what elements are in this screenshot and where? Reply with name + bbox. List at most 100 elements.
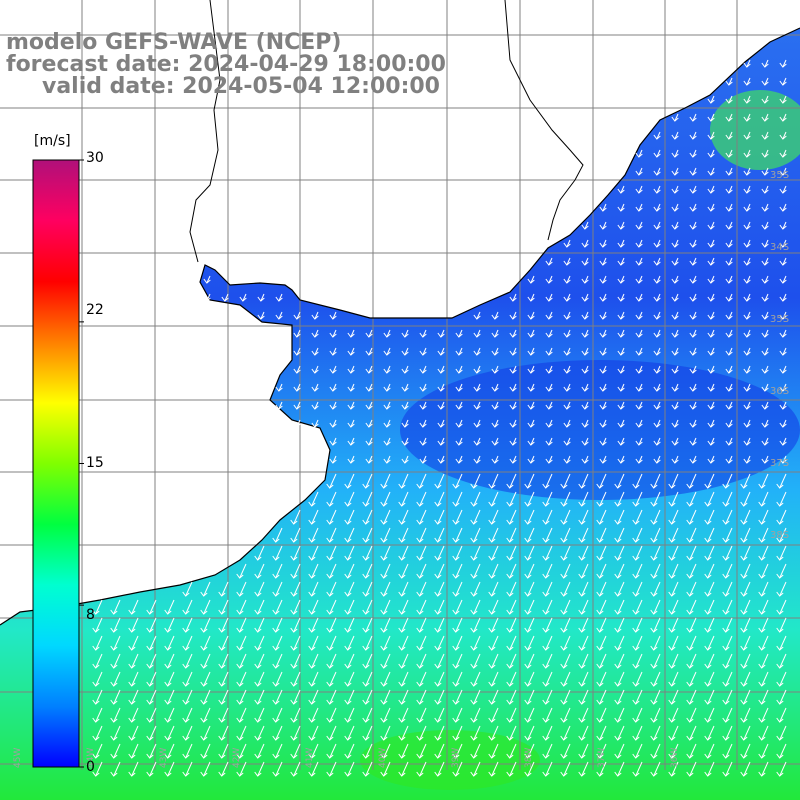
wind-arrow-head (689, 224, 697, 230)
wind-arrow-shaft (383, 761, 391, 777)
wind-arrow-head (509, 422, 517, 428)
wind-arrow-shaft (707, 761, 715, 777)
wind-arrow-head (164, 627, 172, 633)
wind-arrow-shaft (365, 617, 373, 633)
wind-arrow-head (542, 753, 550, 759)
wind-arrow-head (236, 627, 244, 633)
wind-arrow-shaft (674, 275, 679, 284)
wind-arrow-shaft (602, 329, 607, 338)
wind-arrow-shaft (221, 671, 229, 687)
wind-arrow-shaft (257, 671, 265, 687)
lat-label: 34S (770, 242, 789, 253)
wind-arrow-shaft (620, 275, 625, 284)
wind-arrow-head (452, 663, 460, 669)
wind-arrow-head (722, 645, 730, 651)
wind-arrow-head (329, 458, 337, 464)
wind-arrow-shaft (782, 419, 787, 428)
wind-arrow-shaft (332, 383, 337, 392)
wind-arrow-head (308, 501, 316, 507)
wind-arrow-shaft (746, 437, 751, 446)
wind-arrow-shaft (764, 149, 769, 158)
wind-arrow-head (653, 296, 661, 302)
wind-arrow-shaft (257, 545, 265, 561)
wind-arrow-head (290, 735, 298, 741)
wind-arrow-head (740, 753, 748, 759)
wind-arrow-head (326, 591, 334, 597)
wind-arrow-shaft (509, 635, 517, 651)
wind-arrow-shaft (311, 725, 319, 741)
wind-arrow-head (218, 663, 226, 669)
wind-arrow-shaft (278, 293, 283, 302)
wind-arrow-head (617, 350, 625, 356)
lon-label: 39W (451, 748, 461, 768)
wind-arrow-head (398, 537, 406, 543)
wind-arrow-head (707, 350, 715, 356)
wind-arrow-head (182, 735, 190, 741)
wind-arrow-shaft (476, 311, 481, 320)
wind-arrow-shaft (314, 347, 319, 356)
wind-arrow-head (578, 483, 586, 489)
wind-arrow-head (668, 483, 676, 489)
wind-arrow-head (707, 386, 715, 392)
wind-arrow-head (668, 753, 676, 759)
wind-arrow-shaft (458, 365, 463, 374)
wind-arrow-shaft (656, 257, 661, 266)
wind-arrow-head (380, 681, 388, 687)
wind-arrow-head (563, 368, 571, 374)
wind-arrow-shaft (635, 599, 643, 615)
wind-arrow-head (545, 368, 553, 374)
wind-arrow-head (758, 699, 766, 705)
wind-arrow-shaft (386, 455, 391, 464)
wind-arrow-head (365, 350, 373, 356)
wind-arrow-shaft (761, 671, 769, 687)
wind-arrow-head (740, 573, 748, 579)
wind-arrow-head (776, 645, 784, 651)
wind-arrow-shaft (689, 743, 697, 759)
wind-arrow-shaft (293, 761, 301, 777)
wind-arrow-shaft (638, 293, 643, 302)
wind-arrow-shaft (401, 617, 409, 633)
wind-arrow-shaft (635, 473, 643, 489)
wind-arrow-head (635, 152, 643, 158)
wind-arrow-head (164, 717, 172, 723)
wind-arrow-head (722, 555, 730, 561)
wind-arrow-head (524, 717, 532, 723)
wind-arrow-head (329, 386, 337, 392)
wind-arrow-shaft (689, 599, 697, 615)
wind-arrow-head (110, 735, 118, 741)
wind-arrow-head (365, 422, 373, 428)
wind-arrow-head (743, 224, 751, 230)
wind-arrow-head (275, 314, 283, 320)
wind-arrow-head (689, 422, 697, 428)
wind-arrow-shaft (746, 311, 751, 320)
wind-arrow-shaft (545, 653, 553, 669)
wind-arrow-head (362, 735, 370, 741)
wind-arrow-shaft (113, 725, 121, 741)
wind-arrow-shaft (782, 257, 787, 266)
wind-arrow-head (164, 609, 172, 615)
wind-arrow-shaft (653, 761, 661, 777)
wind-arrow-head (506, 537, 514, 543)
wind-arrow-head (257, 314, 265, 320)
wind-arrow-shaft (635, 761, 643, 777)
wind-arrow-shaft (620, 329, 625, 338)
wind-arrow-shaft (365, 509, 373, 525)
wind-arrow-shaft (257, 581, 265, 597)
wind-arrow-shaft (386, 365, 391, 374)
wind-arrow-head (653, 170, 661, 176)
wind-arrow-shaft (617, 689, 625, 705)
wind-arrow-head (455, 332, 463, 338)
wind-arrow-shaft (764, 113, 769, 122)
wind-arrow-head (452, 735, 460, 741)
wind-arrow-head (581, 260, 589, 266)
wind-arrow-shaft (782, 365, 787, 374)
wind-arrow-head (707, 152, 715, 158)
wind-arrow-shaft (401, 545, 409, 561)
wind-arrow-shaft (671, 527, 679, 543)
wind-arrow-head (416, 771, 424, 777)
wind-arrow-head (725, 260, 733, 266)
wind-arrow-shaft (638, 275, 643, 284)
wind-arrow-shaft (671, 725, 679, 741)
wind-arrow-head (473, 350, 481, 356)
wind-arrow-shaft (599, 545, 607, 561)
